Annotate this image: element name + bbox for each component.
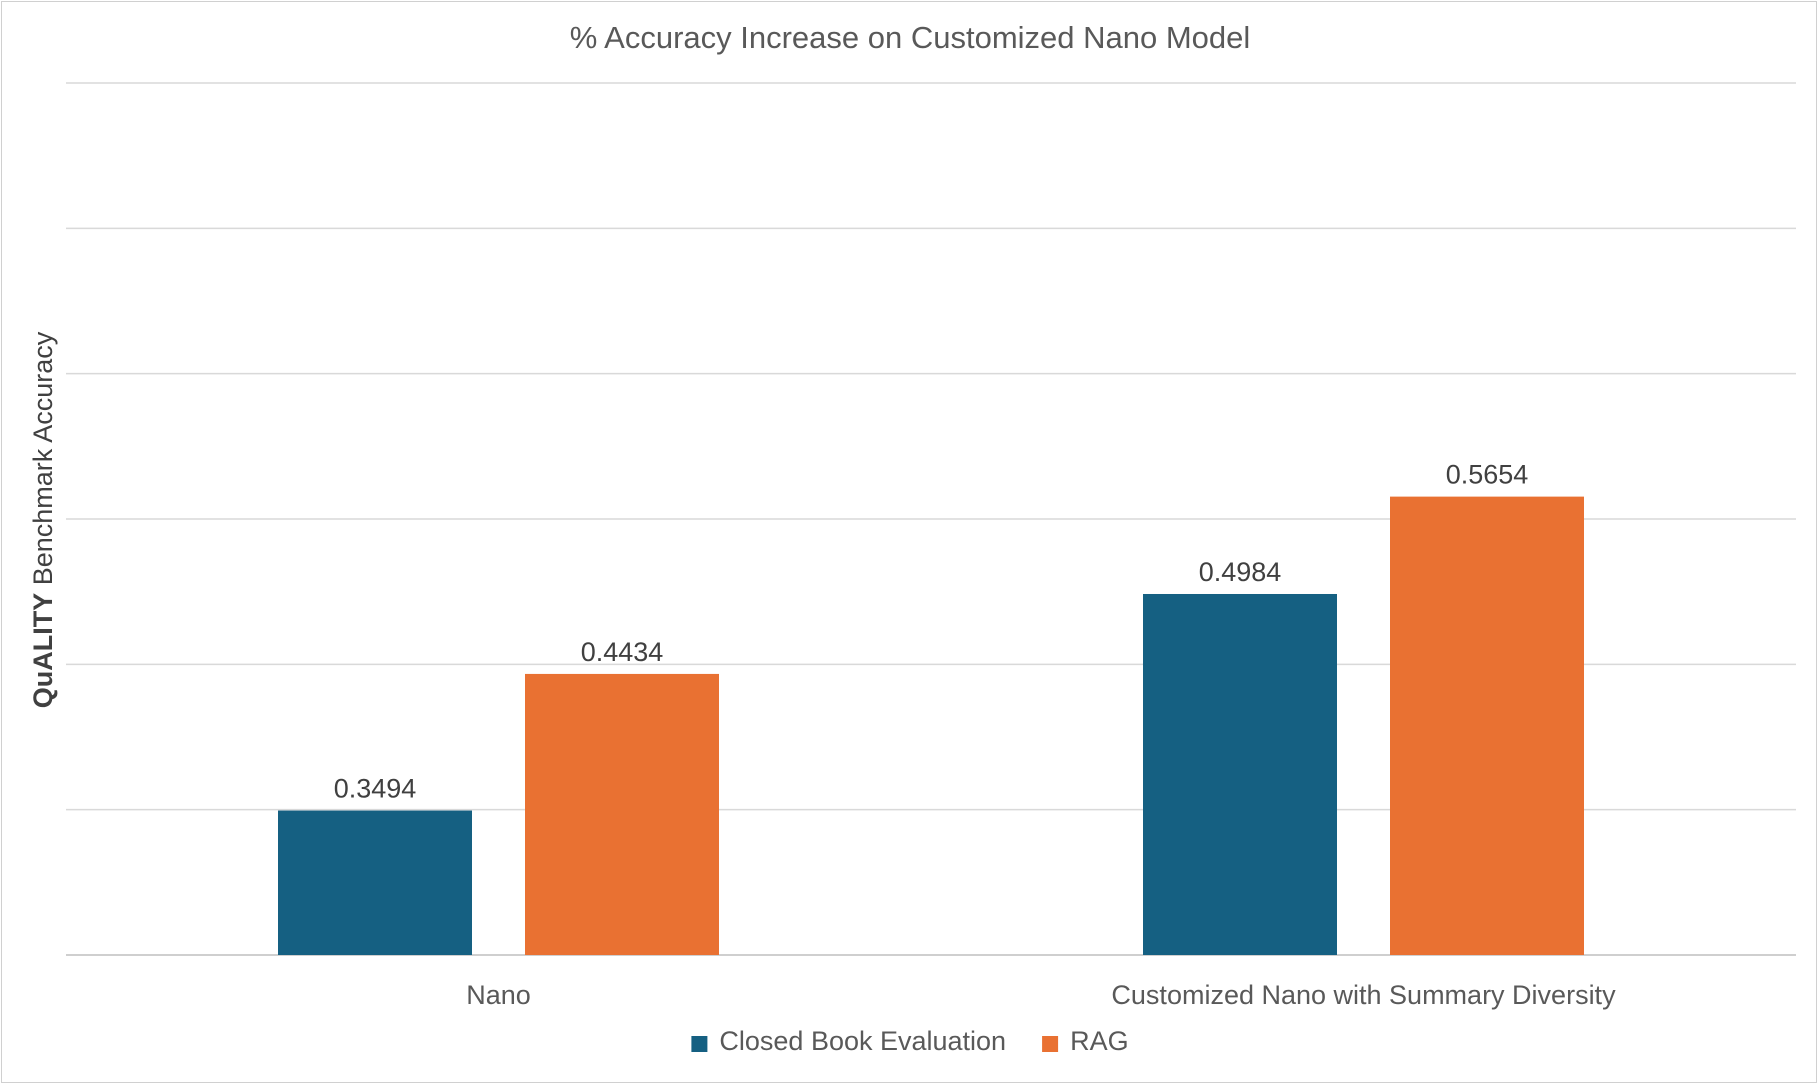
legend-swatch [691,1036,708,1052]
data-label: 0.5654 [1446,460,1529,490]
legend-label: Closed Book Evaluation [719,1026,1006,1056]
bar-closed-book-customized-nano [1143,593,1337,955]
data-label: 0.3494 [334,774,417,804]
bar-rag-customized-nano [1390,496,1584,955]
data-labels: 0.3494 0.4434 0.4984 0.5654 [334,460,1529,804]
x-tick-label: Customized Nano with Summary Diversity [1111,980,1616,1010]
bar-rag-nano [525,673,719,955]
legend-label: RAG [1070,1026,1129,1056]
x-tick-label: Nano [466,980,531,1010]
y-axis-label-bold: QuALITY [28,593,58,709]
legend: Closed Book Evaluation RAG [691,1026,1129,1056]
y-axis-label: QuALITY Benchmark Accuracy [28,331,58,708]
chart-title: % Accuracy Increase on Customized Nano M… [570,20,1251,55]
legend-swatch [1042,1036,1059,1052]
bar-closed-book-nano [278,810,472,955]
data-label: 0.4984 [1199,557,1282,587]
x-axis-labels: Nano Customized Nano with Summary Diversi… [466,980,1616,1010]
data-label: 0.4434 [581,637,664,667]
y-axis-label-rest: Benchmark Accuracy [28,331,58,593]
bars [278,496,1584,955]
